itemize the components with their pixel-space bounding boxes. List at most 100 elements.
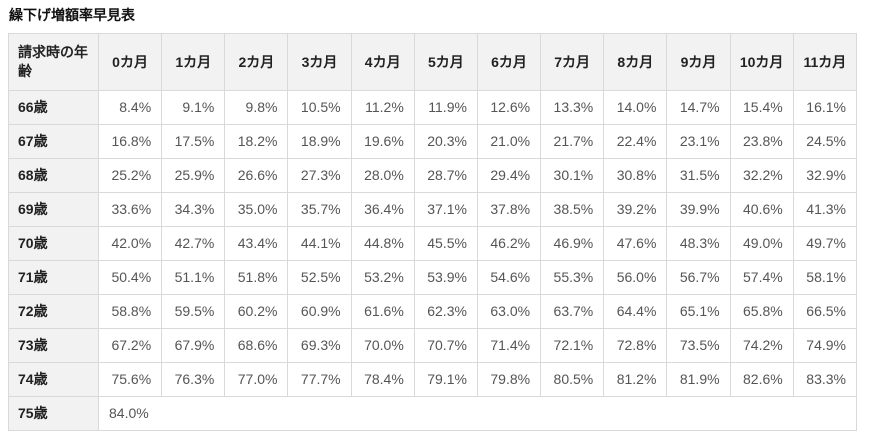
age-row-header: 68歳 xyxy=(8,158,99,193)
month-header: 0カ月 xyxy=(97,33,163,91)
rate-cell: 62.3% xyxy=(413,294,478,329)
rate-cell: 14.7% xyxy=(666,90,731,125)
rate-cell: 70.7% xyxy=(413,328,478,363)
rate-cell: 27.3% xyxy=(287,158,352,193)
rate-cell: 51.1% xyxy=(161,260,226,295)
rate-cell: 26.6% xyxy=(224,158,289,193)
rate-cell: 33.6% xyxy=(97,192,163,227)
month-header: 2カ月 xyxy=(224,33,289,91)
rate-cell: 28.7% xyxy=(413,158,478,193)
rate-cell: 14.0% xyxy=(603,90,668,125)
rate-cell: 22.4% xyxy=(603,124,668,159)
table-body: 66歳 8.4% 9.1% 9.8% 10.5% 11.2% 11.9% 12.6% 13.3%… xyxy=(8,90,858,431)
rate-cell: 46.2% xyxy=(476,226,542,261)
table-row: 73歳 67.2% 67.9% 68.6% 69.3% 70.0% 70.7% 71.4% 72… xyxy=(8,328,858,363)
rate-cell: 39.9% xyxy=(666,192,731,227)
corner-header-claim-age: 請求時の年齢 xyxy=(8,33,99,91)
rate-cell: 21.7% xyxy=(540,124,605,159)
rate-cell: 11.2% xyxy=(350,90,415,125)
rate-cell: 28.0% xyxy=(350,158,415,193)
table-row: 72歳 58.8% 59.5% 60.2% 60.9% 61.6% 62.3% 63.0% 63… xyxy=(8,294,858,329)
rate-cell: 52.5% xyxy=(287,260,352,295)
age-row-header: 75歳 xyxy=(8,396,99,431)
table-row: 68歳 25.2% 25.9% 26.6% 27.3% 28.0% 28.7% 29.4% 30… xyxy=(8,158,858,193)
rate-cell: 63.0% xyxy=(476,294,542,329)
age-row-header: 72歳 xyxy=(8,294,99,329)
age-row-header: 69歳 xyxy=(8,192,99,227)
rate-cell: 24.5% xyxy=(792,124,858,159)
rate-cell: 53.9% xyxy=(413,260,478,295)
rate-cell: 23.1% xyxy=(666,124,731,159)
rate-cell: 25.9% xyxy=(161,158,226,193)
rate-cell: 61.6% xyxy=(350,294,415,329)
table-row: 75歳 84.0% xyxy=(8,396,857,431)
rate-cell: 71.4% xyxy=(476,328,542,363)
rate-cell: 44.8% xyxy=(350,226,415,261)
rate-cell: 75.6% xyxy=(97,362,163,397)
rate-cell: 10.5% xyxy=(287,90,352,125)
rate-cell: 79.1% xyxy=(413,362,478,397)
rate-cell: 63.7% xyxy=(540,294,605,329)
rate-cell: 9.1% xyxy=(161,90,226,125)
rate-cell: 76.3% xyxy=(161,362,226,397)
rate-cell: 16.1% xyxy=(792,90,858,125)
rate-cell: 9.8% xyxy=(224,90,289,125)
rate-cell: 70.0% xyxy=(350,328,415,363)
rate-cell: 65.1% xyxy=(666,294,731,329)
rate-cell: 67.2% xyxy=(97,328,163,363)
rate-cell: 54.6% xyxy=(476,260,542,295)
rate-cell: 16.8% xyxy=(97,124,163,159)
rate-cell: 60.9% xyxy=(287,294,352,329)
month-header: 10カ月 xyxy=(729,33,794,91)
rate-cell: 39.2% xyxy=(603,192,668,227)
rate-cell: 58.1% xyxy=(792,260,858,295)
rate-cell: 47.6% xyxy=(603,226,668,261)
table-head: 請求時の年齢 0カ月 1カ月 2カ月 3カ月 4カ月 5カ月 6カ月 7カ月 8カ月 9カ月 10カ… xyxy=(8,33,858,91)
table-row: 74歳 75.6% 76.3% 77.0% 77.7% 78.4% 79.1% 79.8% 80… xyxy=(8,362,858,397)
rate-cell: 35.0% xyxy=(224,192,289,227)
rate-cell: 49.0% xyxy=(729,226,794,261)
rate-cell: 65.8% xyxy=(729,294,794,329)
rate-cell: 42.0% xyxy=(97,226,163,261)
age-row-header: 71歳 xyxy=(8,260,99,295)
month-header: 6カ月 xyxy=(476,33,542,91)
rate-cell: 11.9% xyxy=(413,90,478,125)
rate-cell: 81.2% xyxy=(603,362,668,397)
rate-cell: 79.8% xyxy=(476,362,542,397)
month-header: 8カ月 xyxy=(603,33,668,91)
rate-cell: 8.4% xyxy=(97,90,163,125)
rate-cell: 29.4% xyxy=(476,158,542,193)
month-header: 5カ月 xyxy=(413,33,478,91)
rate-cell: 32.9% xyxy=(792,158,858,193)
rate-cell: 40.6% xyxy=(729,192,794,227)
rate-cell: 74.2% xyxy=(729,328,794,363)
month-header: 9カ月 xyxy=(666,33,731,91)
table-row: 69歳 33.6% 34.3% 35.0% 35.7% 36.4% 37.1% 37.8% 38… xyxy=(8,192,858,227)
rate-cell: 59.5% xyxy=(161,294,226,329)
rate-cell: 80.5% xyxy=(540,362,605,397)
rate-cell: 18.2% xyxy=(224,124,289,159)
rate-cell: 13.3% xyxy=(540,90,605,125)
rate-cell: 30.1% xyxy=(540,158,605,193)
rate-cell: 68.6% xyxy=(224,328,289,363)
rate-cell: 41.3% xyxy=(792,192,858,227)
rate-cell: 78.4% xyxy=(350,362,415,397)
rate-cell: 50.4% xyxy=(97,260,163,295)
age-row-header: 73歳 xyxy=(8,328,99,363)
rate-cell: 18.9% xyxy=(287,124,352,159)
rate-cell: 42.7% xyxy=(161,226,226,261)
rate-cell: 67.9% xyxy=(161,328,226,363)
rate-cell: 36.4% xyxy=(350,192,415,227)
page-title: 繰下げ増額率早見表 xyxy=(9,7,135,23)
table-row: 71歳 50.4% 51.1% 51.8% 52.5% 53.2% 53.9% 54.6% 55… xyxy=(8,260,858,295)
rate-cell: 35.7% xyxy=(287,192,352,227)
month-header: 7カ月 xyxy=(540,33,605,91)
table-row: 67歳 16.8% 17.5% 18.2% 18.9% 19.6% 20.3% 21.0% 21… xyxy=(8,124,858,159)
rate-cell: 34.3% xyxy=(161,192,226,227)
rate-cell: 82.6% xyxy=(729,362,794,397)
header-row: 請求時の年齢 0カ月 1カ月 2カ月 3カ月 4カ月 5カ月 6カ月 7カ月 8カ月 9カ月 10カ… xyxy=(8,33,858,91)
rate-cell: 20.3% xyxy=(413,124,478,159)
age-row-header: 70歳 xyxy=(8,226,99,261)
rate-cell: 25.2% xyxy=(97,158,163,193)
